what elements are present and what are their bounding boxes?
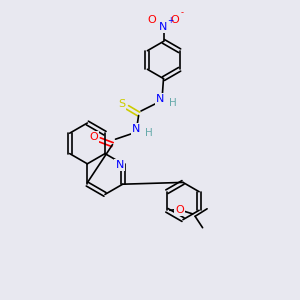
Text: N: N bbox=[132, 124, 141, 134]
Text: N: N bbox=[116, 160, 124, 170]
Text: O: O bbox=[175, 205, 184, 215]
Text: H: H bbox=[145, 128, 153, 138]
Text: O: O bbox=[170, 15, 179, 25]
Text: -: - bbox=[180, 8, 183, 17]
Text: N: N bbox=[159, 22, 168, 32]
Text: S: S bbox=[118, 99, 125, 110]
Text: N: N bbox=[156, 94, 165, 104]
Text: O: O bbox=[148, 15, 157, 25]
Text: O: O bbox=[89, 132, 98, 142]
Text: +: + bbox=[168, 16, 174, 25]
Text: H: H bbox=[169, 98, 177, 108]
